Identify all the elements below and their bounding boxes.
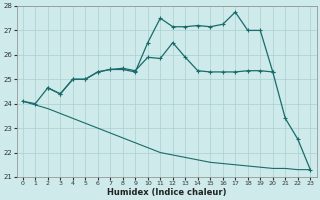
X-axis label: Humidex (Indice chaleur): Humidex (Indice chaleur) bbox=[107, 188, 226, 197]
